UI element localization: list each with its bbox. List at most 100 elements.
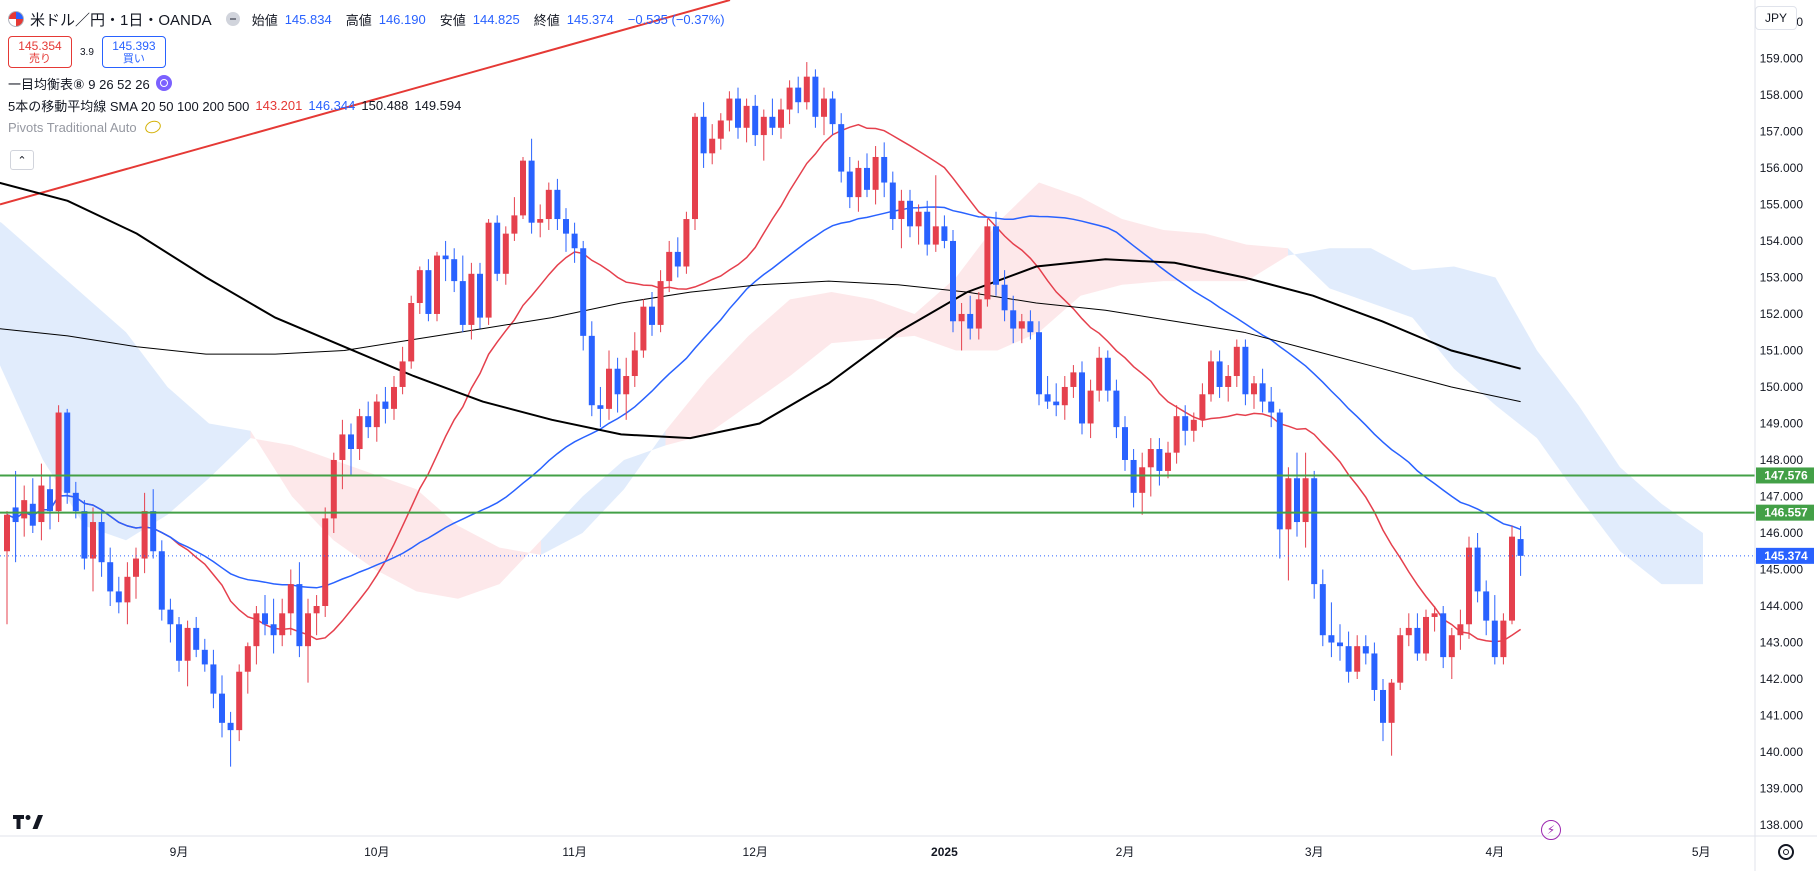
candle[interactable] [408, 295, 415, 369]
candle[interactable] [64, 408, 71, 504]
candle[interactable] [176, 616, 182, 672]
candle[interactable] [1182, 405, 1189, 446]
candle[interactable] [717, 113, 724, 150]
candle[interactable] [399, 346, 406, 395]
candle[interactable] [1139, 452, 1146, 515]
sma-legend[interactable]: 5本の移動平均線 SMA 20 50 100 200 500 143.201 1… [8, 94, 725, 116]
candle[interactable] [1380, 679, 1386, 742]
candle[interactable] [1225, 365, 1232, 402]
candle[interactable] [958, 303, 965, 351]
candle[interactable] [640, 299, 647, 358]
buy-button[interactable]: 145.393 買い [101, 36, 166, 68]
candle[interactable] [1414, 613, 1421, 661]
candle[interactable] [743, 98, 750, 143]
candle[interactable] [1147, 438, 1154, 497]
candle[interactable] [1431, 606, 1438, 632]
candle[interactable] [1319, 569, 1326, 647]
candle[interactable] [1216, 350, 1223, 398]
candle[interactable] [1276, 408, 1283, 559]
candle[interactable] [803, 62, 810, 110]
candle[interactable] [1122, 416, 1128, 471]
candle[interactable] [348, 423, 354, 475]
candle[interactable] [1337, 624, 1343, 661]
trendline[interactable] [0, 0, 731, 206]
candle[interactable] [1466, 536, 1472, 639]
candle[interactable] [631, 332, 638, 387]
candle[interactable] [752, 94, 759, 147]
candle[interactable] [193, 616, 200, 658]
candle[interactable] [322, 507, 329, 617]
candle[interactable] [795, 76, 802, 114]
candle[interactable] [907, 189, 913, 238]
candle[interactable] [649, 292, 655, 336]
candle[interactable] [210, 649, 217, 709]
candle[interactable] [12, 470, 19, 563]
candle[interactable] [588, 321, 595, 417]
candle[interactable] [1483, 580, 1490, 636]
candle[interactable] [1362, 635, 1369, 665]
candle[interactable] [864, 153, 870, 198]
candle[interactable] [4, 511, 10, 625]
candle[interactable] [1328, 602, 1335, 658]
candle[interactable] [881, 142, 888, 198]
candle[interactable] [313, 595, 320, 636]
candle[interactable] [1061, 376, 1068, 420]
symbol-title[interactable]: 米ドル／円・1日・OANDA [30, 11, 212, 29]
candle[interactable] [1500, 613, 1507, 665]
candle[interactable] [1388, 679, 1395, 756]
candle[interactable] [726, 91, 733, 132]
candle[interactable] [692, 113, 698, 230]
candle[interactable] [1517, 526, 1524, 576]
candle[interactable] [115, 576, 122, 614]
candle[interactable] [872, 146, 879, 205]
candle[interactable] [1087, 379, 1094, 439]
candle[interactable] [1165, 441, 1171, 479]
candle[interactable] [305, 598, 311, 683]
candle[interactable] [657, 270, 664, 333]
candle[interactable] [459, 255, 466, 333]
candle[interactable] [253, 606, 260, 665]
gear-icon[interactable] [1778, 844, 1794, 860]
candle[interactable] [1423, 609, 1429, 661]
candle[interactable] [1173, 405, 1180, 464]
flash-alert-icon[interactable]: ⚡ [1541, 820, 1561, 840]
candle[interactable] [1104, 350, 1111, 402]
candle[interactable] [1405, 613, 1412, 647]
candle[interactable] [339, 419, 346, 490]
candle[interactable] [967, 295, 974, 340]
candle[interactable] [1001, 270, 1008, 322]
candle[interactable] [1440, 606, 1447, 669]
candle[interactable] [158, 540, 165, 621]
candle[interactable] [1354, 635, 1361, 680]
candle[interactable] [829, 91, 836, 136]
candle[interactable] [184, 620, 191, 687]
candle[interactable] [760, 109, 767, 161]
tradingview-logo-icon[interactable] [12, 812, 44, 832]
candle[interactable] [1491, 595, 1498, 665]
candle[interactable] [279, 598, 286, 647]
candle[interactable] [373, 394, 380, 442]
candle[interactable] [90, 507, 96, 592]
candle[interactable] [975, 292, 982, 340]
candle[interactable] [442, 240, 449, 282]
candle[interactable] [1053, 383, 1060, 417]
candle[interactable] [1079, 361, 1085, 435]
candle[interactable] [416, 266, 423, 314]
collapse-legend-button[interactable]: ⌃ [10, 150, 34, 170]
candle[interactable] [356, 408, 363, 460]
candle[interactable] [382, 386, 389, 424]
candle[interactable] [1302, 452, 1309, 548]
candle[interactable] [150, 489, 157, 559]
candle[interactable] [597, 386, 604, 428]
candle[interactable] [984, 219, 991, 307]
candle[interactable] [821, 87, 827, 136]
candle[interactable] [993, 211, 999, 296]
candle[interactable] [236, 664, 243, 742]
ichimoku-legend[interactable]: 一目均衡表⑧ 9 26 52 26 [8, 72, 725, 94]
sma500-line[interactable] [0, 280, 1521, 403]
candle[interactable] [330, 452, 337, 533]
candle[interactable] [296, 562, 303, 658]
candle[interactable] [528, 138, 535, 234]
